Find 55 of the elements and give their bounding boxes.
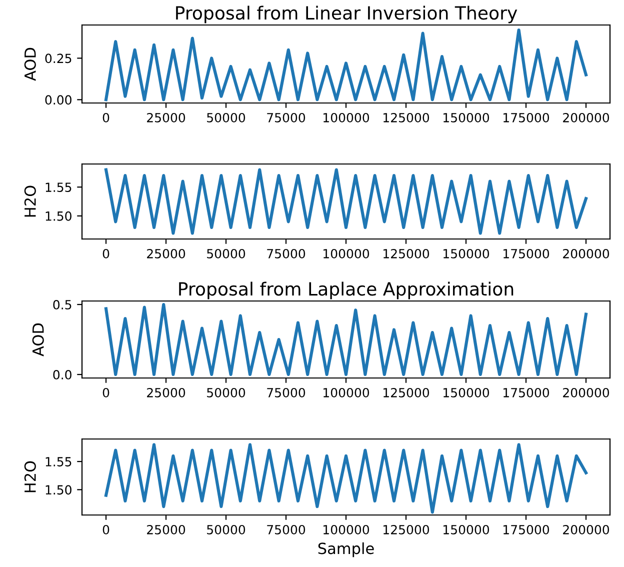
x-tick-label: 100000 bbox=[324, 388, 370, 398]
x-tick-label: 25000 bbox=[147, 388, 186, 398]
y-tick-label: 0.00 bbox=[45, 95, 72, 105]
x-tick-label: 150000 bbox=[444, 524, 490, 534]
line-series bbox=[104, 168, 588, 235]
x-tick-label: 175000 bbox=[504, 524, 550, 534]
x-tick-label: 50000 bbox=[207, 524, 246, 534]
line-series bbox=[104, 28, 588, 102]
x-tick-label: 200000 bbox=[563, 388, 610, 398]
line-series bbox=[104, 443, 588, 514]
x-tick-label: 0 bbox=[102, 248, 110, 258]
chart-title: Proposal from Linear Inversion Theory bbox=[176, 6, 518, 24]
y-axis-title: AOD bbox=[24, 48, 36, 81]
x-tick-label: 75000 bbox=[267, 248, 306, 258]
x-axis-title: Sample bbox=[318, 542, 374, 558]
x-tick-label: 0 bbox=[102, 112, 110, 122]
x-tick-label: 50000 bbox=[207, 112, 246, 122]
x-tick-label: 150000 bbox=[444, 112, 490, 122]
x-tick-label: 125000 bbox=[384, 112, 430, 122]
x-tick-label: 175000 bbox=[504, 248, 550, 258]
x-tick-label: 0 bbox=[102, 388, 110, 398]
y-tick-label: 1.55 bbox=[46, 182, 72, 192]
x-tick-label: 75000 bbox=[267, 524, 306, 534]
y-axis-title: AOD bbox=[32, 323, 44, 356]
x-tick-label: 175000 bbox=[504, 112, 550, 122]
x-tick-label: 100000 bbox=[324, 248, 370, 258]
line-series bbox=[104, 302, 588, 376]
x-tick-label: 150000 bbox=[444, 388, 490, 398]
x-tick-label: 25000 bbox=[147, 524, 186, 534]
x-tick-label: 125000 bbox=[384, 524, 430, 534]
x-tick-label: 0 bbox=[102, 524, 110, 534]
y-tick-label: 0.5 bbox=[53, 300, 72, 310]
x-tick-label: 100000 bbox=[324, 524, 370, 534]
x-tick-label: 200000 bbox=[563, 112, 610, 122]
y-tick-label: 1.55 bbox=[46, 457, 72, 466]
chart-title: Proposal from Laplace Approximation bbox=[179, 282, 514, 300]
y-tick-label: 0.0 bbox=[53, 370, 72, 380]
x-tick-label: 175000 bbox=[504, 388, 550, 398]
x-tick-label: 50000 bbox=[207, 388, 246, 398]
x-tick-label: 125000 bbox=[384, 248, 430, 258]
y-tick-label: 0.25 bbox=[45, 54, 72, 64]
y-axis-title: H2O bbox=[24, 186, 36, 217]
x-tick-label: 200000 bbox=[563, 524, 610, 534]
x-tick-label: 125000 bbox=[384, 388, 430, 398]
x-tick-label: 75000 bbox=[267, 112, 306, 122]
x-tick-label: 75000 bbox=[267, 388, 306, 398]
y-axis-title: H2O bbox=[24, 461, 36, 492]
y-tick-label: 1.50 bbox=[46, 211, 72, 221]
y-tick-label: 1.50 bbox=[46, 485, 72, 495]
x-tick-label: 25000 bbox=[147, 248, 186, 258]
x-tick-label: 25000 bbox=[147, 112, 186, 122]
x-tick-label: 100000 bbox=[324, 112, 370, 122]
x-tick-label: 50000 bbox=[207, 248, 246, 258]
x-tick-label: 150000 bbox=[444, 248, 490, 258]
x-tick-label: 200000 bbox=[563, 248, 610, 258]
